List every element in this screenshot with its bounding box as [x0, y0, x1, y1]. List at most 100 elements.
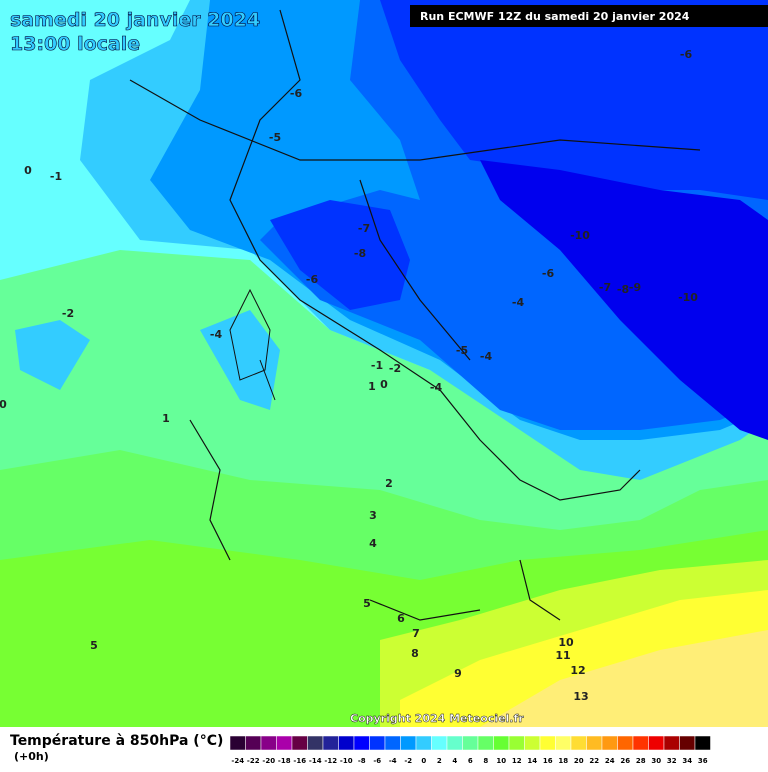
scale-swatch	[229, 735, 246, 751]
contour-label: 11	[555, 649, 570, 662]
contour-label: -4	[430, 381, 443, 394]
scale-tick: -6	[373, 757, 381, 765]
scale-tick: -10	[340, 757, 353, 765]
contour-label: 0	[24, 164, 32, 177]
scale-swatch	[663, 735, 680, 751]
contour-label: -6	[542, 267, 555, 280]
scale-tick: 14	[527, 757, 537, 765]
scale-swatch	[338, 735, 355, 751]
scale-tick: 26	[620, 757, 630, 765]
scale-swatch	[307, 735, 324, 751]
contour-label: 5	[90, 639, 98, 652]
contour-labels: -6-6-50 -1-7-10-8-6 -6-7 -8 -9-10-4-2-4-5 -4-…	[0, 48, 698, 703]
contour-label: -10	[678, 291, 698, 304]
scale-swatch	[586, 735, 603, 751]
contour-label: 5	[363, 597, 371, 610]
scale-tick: 0	[421, 757, 426, 765]
scale-swatch	[617, 735, 634, 751]
scale-tick: 28	[636, 757, 646, 765]
contour-label: -8	[617, 283, 629, 296]
scale-tick: 18	[558, 757, 568, 765]
contour-label: -1	[371, 359, 383, 372]
contour-label: -10	[570, 229, 590, 242]
color-scale: -24 -22 -20 -18 -16 -14 -12 -10 -8 -6 -4 -2 0 2 4 6 8 10 1…	[229, 735, 711, 765]
scale-swatch	[508, 735, 525, 751]
contour-label: 9	[454, 667, 462, 680]
contour-label: 1	[368, 380, 376, 393]
scale-swatch	[384, 735, 401, 751]
contour-label: 1	[162, 412, 170, 425]
contour-label: -2	[62, 307, 74, 320]
scale-swatch	[694, 735, 711, 751]
scale-swatch	[477, 735, 494, 751]
contour-label: 13	[573, 690, 588, 703]
scale-tick: 34	[682, 757, 692, 765]
scale-swatch	[648, 735, 665, 751]
scale-tick: -18	[278, 757, 291, 765]
run-box	[410, 5, 768, 27]
scale-swatch	[400, 735, 417, 751]
scale-swatch	[322, 735, 339, 751]
scale-tick: 24	[605, 757, 615, 765]
scale-tick: 22	[589, 757, 599, 765]
scale-swatch	[369, 735, 386, 751]
scale-swatch	[415, 735, 432, 751]
run-text: Run ECMWF 12Z du samedi 20 janvier 2024	[420, 10, 690, 23]
scale-swatch	[632, 735, 649, 751]
scale-tick: 2	[437, 757, 442, 765]
scale-tick: 6	[468, 757, 473, 765]
scale-tick: -14	[309, 757, 322, 765]
scale-swatch	[555, 735, 572, 751]
scale-tick: -12	[324, 757, 337, 765]
scale-tick: -2	[404, 757, 412, 765]
scale-swatch	[353, 735, 370, 751]
scale-tick: -16	[293, 757, 306, 765]
contour-label: -4	[480, 350, 493, 363]
legend-subtitle: (+0h)	[14, 750, 49, 763]
contour-label: 2	[385, 477, 393, 490]
copyright: Copyright 2024 Meteociel.fr	[350, 712, 524, 725]
scale-swatch	[524, 735, 541, 751]
contour-label: 6	[397, 612, 405, 625]
scale-swatch	[601, 735, 618, 751]
scale-tick: 20	[574, 757, 584, 765]
scale-tick: -20	[262, 757, 275, 765]
contour-label: -5	[456, 344, 468, 357]
contour-label: 7	[412, 627, 420, 640]
scale-swatch	[462, 735, 479, 751]
scale-swatch	[260, 735, 277, 751]
map-date: samedi 20 janvier 2024	[10, 9, 260, 31]
contour-label: -2	[389, 362, 401, 375]
contour-label: -6	[680, 48, 693, 61]
scale-swatch	[539, 735, 556, 751]
scale-tick: 10	[496, 757, 506, 765]
scale-tick: 16	[543, 757, 553, 765]
contour-label: 12	[570, 664, 585, 677]
contour-label: 0	[0, 398, 7, 411]
scale-swatch	[245, 735, 262, 751]
contour-label: 3	[369, 509, 377, 522]
contour-label: -8	[354, 247, 366, 260]
legend-title: Température à 850hPa (°C)	[10, 733, 223, 749]
contour-label: 10	[558, 636, 574, 649]
scale-tick: -24	[231, 757, 244, 765]
contour-label: 8	[411, 647, 419, 660]
field	[0, 0, 768, 727]
scale-tick: -4	[389, 757, 397, 765]
scale-swatch	[493, 735, 510, 751]
scale-tick: 30	[651, 757, 661, 765]
scale-swatch	[446, 735, 463, 751]
scale-swatch	[431, 735, 448, 751]
scale-tick: -8	[358, 757, 366, 765]
scale-tick: 8	[483, 757, 488, 765]
scale-tick: -22	[247, 757, 260, 765]
contour-label: 4	[369, 537, 377, 550]
scale-swatch	[679, 735, 696, 751]
scale-tick: 12	[512, 757, 522, 765]
contour-label: -4	[512, 296, 525, 309]
contour-label: 0	[380, 378, 388, 391]
contour-label: -6	[306, 273, 319, 286]
scale-swatch	[570, 735, 587, 751]
contour-label: -5	[269, 131, 281, 144]
